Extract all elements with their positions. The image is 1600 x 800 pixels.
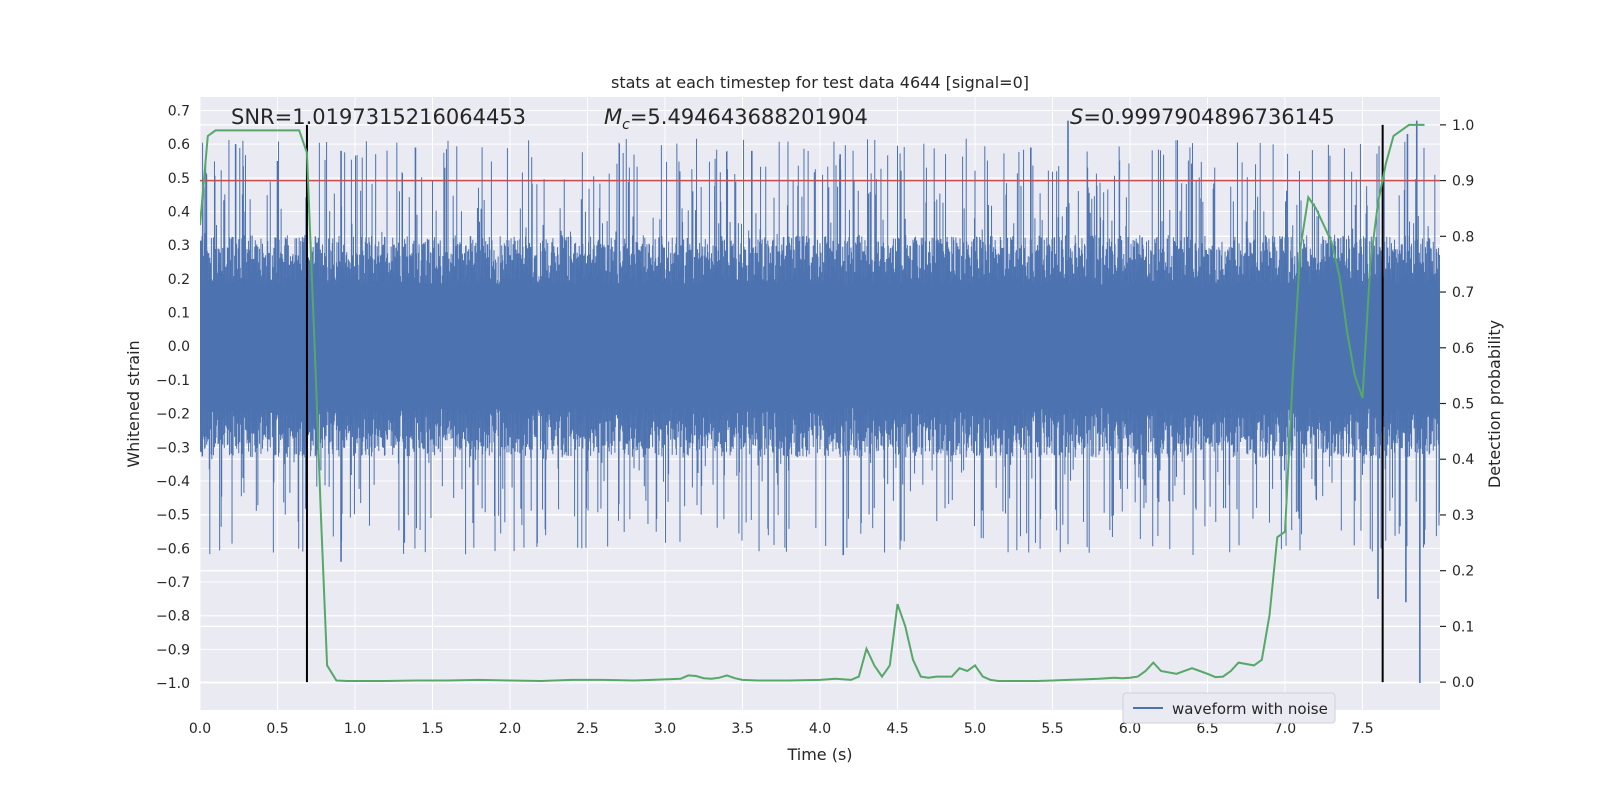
y-right-tick-label-10: 0.0 (1452, 675, 1474, 691)
x-tick-label-6: 3.0 (654, 721, 676, 737)
waveform-series (200, 120, 1440, 684)
x-tick-label-15: 7.5 (1351, 721, 1373, 737)
mc-symbol: M (604, 105, 622, 129)
y-left-tick-label-10: −0.3 (156, 440, 190, 456)
y-right-tick-label-1: 0.9 (1452, 174, 1474, 190)
mc-annotation: Mc=5.494643688201904 (604, 105, 868, 133)
y-right-tick-label-5: 0.5 (1452, 397, 1474, 413)
s-annotation: S=0.9997904896736145 (1070, 105, 1335, 129)
y-left-tick-label-6: 0.1 (168, 306, 190, 322)
y-left-tick-label-2: 0.5 (168, 171, 190, 187)
y-left-tick-label-15: −0.8 (156, 609, 190, 625)
x-tick-label-11: 5.5 (1041, 721, 1063, 737)
y-right-tick-label-6: 0.4 (1452, 452, 1474, 468)
legend-box (1122, 692, 1336, 724)
mc-subscript: c (622, 117, 630, 133)
s-symbol: S (1070, 105, 1083, 129)
chart-title: stats at each timestep for test data 464… (611, 73, 1029, 92)
s-value: =0.9997904896736145 (1083, 105, 1334, 129)
y-left-tick-label-5: 0.2 (168, 272, 190, 288)
y-right-axis-label: Detection probability (1485, 320, 1504, 488)
y-right-tick-label-4: 0.6 (1452, 341, 1474, 357)
x-tick-label-13: 6.5 (1196, 721, 1218, 737)
y-left-axis-ticks: 0.7 0.6 0.5 0.4 0.3 0.2 0.1 0.0 −0.1 −0.2 −0.3 −0.4… (156, 103, 190, 692)
y-left-tick-label-17: −1.0 (156, 676, 190, 692)
y-right-tick-label-0: 1.0 (1452, 118, 1474, 134)
snr-annotation: SNR=1.0197315216064453 (231, 105, 526, 129)
y-left-tick-label-13: −0.6 (156, 541, 190, 557)
x-tick-label-8: 4.0 (809, 721, 831, 737)
y-left-tick-label-12: −0.5 (156, 508, 190, 524)
y-right-tick-label-7: 0.3 (1452, 508, 1474, 524)
legend: waveform with noise (1122, 692, 1336, 724)
y-right-tick-label-3: 0.7 (1452, 285, 1474, 301)
y-right-tick-label-8: 0.2 (1452, 564, 1474, 580)
y-left-axis-label: Whitened strain (124, 340, 143, 467)
x-tick-label-3: 1.5 (421, 721, 443, 737)
y-right-tick-label-2: 0.8 (1452, 229, 1474, 245)
mc-value: =5.494643688201904 (630, 105, 868, 129)
y-right-axis-ticks: 1.0 0.9 0.8 0.7 0.6 0.5 0.4 0.3 0.2 0.1 0.0 (1440, 118, 1474, 691)
x-axis-ticks: 0.0 0.5 1.0 1.5 2.0 2.5 3.0 3.5 4.0 4.5 5.0 5.5 6.0 6… (189, 721, 1374, 737)
y-left-tick-label-14: −0.7 (156, 575, 190, 591)
x-tick-label-14: 7.0 (1274, 721, 1296, 737)
y-left-tick-label-16: −0.9 (156, 642, 190, 658)
detection-probability-series (200, 123, 1425, 683)
x-tick-label-9: 4.5 (886, 721, 908, 737)
x-tick-label-12: 6.0 (1119, 721, 1141, 737)
waveform-core (200, 292, 1440, 401)
x-tick-label-2: 1.0 (344, 721, 366, 737)
y-left-tick-label-4: 0.3 (168, 238, 190, 254)
x-tick-label-4: 2.0 (499, 721, 521, 737)
y-left-tick-label-1: 0.6 (168, 137, 190, 153)
y-left-tick-label-9: −0.2 (156, 407, 190, 423)
x-axis-label: Time (s) (786, 745, 852, 764)
x-tick-label-5: 2.5 (576, 721, 598, 737)
y-left-tick-label-7: 0.0 (168, 339, 190, 355)
y-right-tick-label-9: 0.1 (1452, 619, 1474, 635)
x-tick-label-0: 0.0 (189, 721, 211, 737)
x-tick-label-10: 5.0 (964, 721, 986, 737)
x-tick-label-7: 3.5 (731, 721, 753, 737)
y-left-tick-label-0: 0.7 (168, 103, 190, 119)
y-left-tick-label-8: −0.1 (156, 373, 190, 389)
y-left-tick-label-3: 0.4 (168, 205, 190, 221)
y-left-tick-label-11: −0.4 (156, 474, 190, 490)
legend-entry-waveform: waveform with noise (1172, 700, 1328, 718)
x-tick-label-1: 0.5 (266, 721, 288, 737)
